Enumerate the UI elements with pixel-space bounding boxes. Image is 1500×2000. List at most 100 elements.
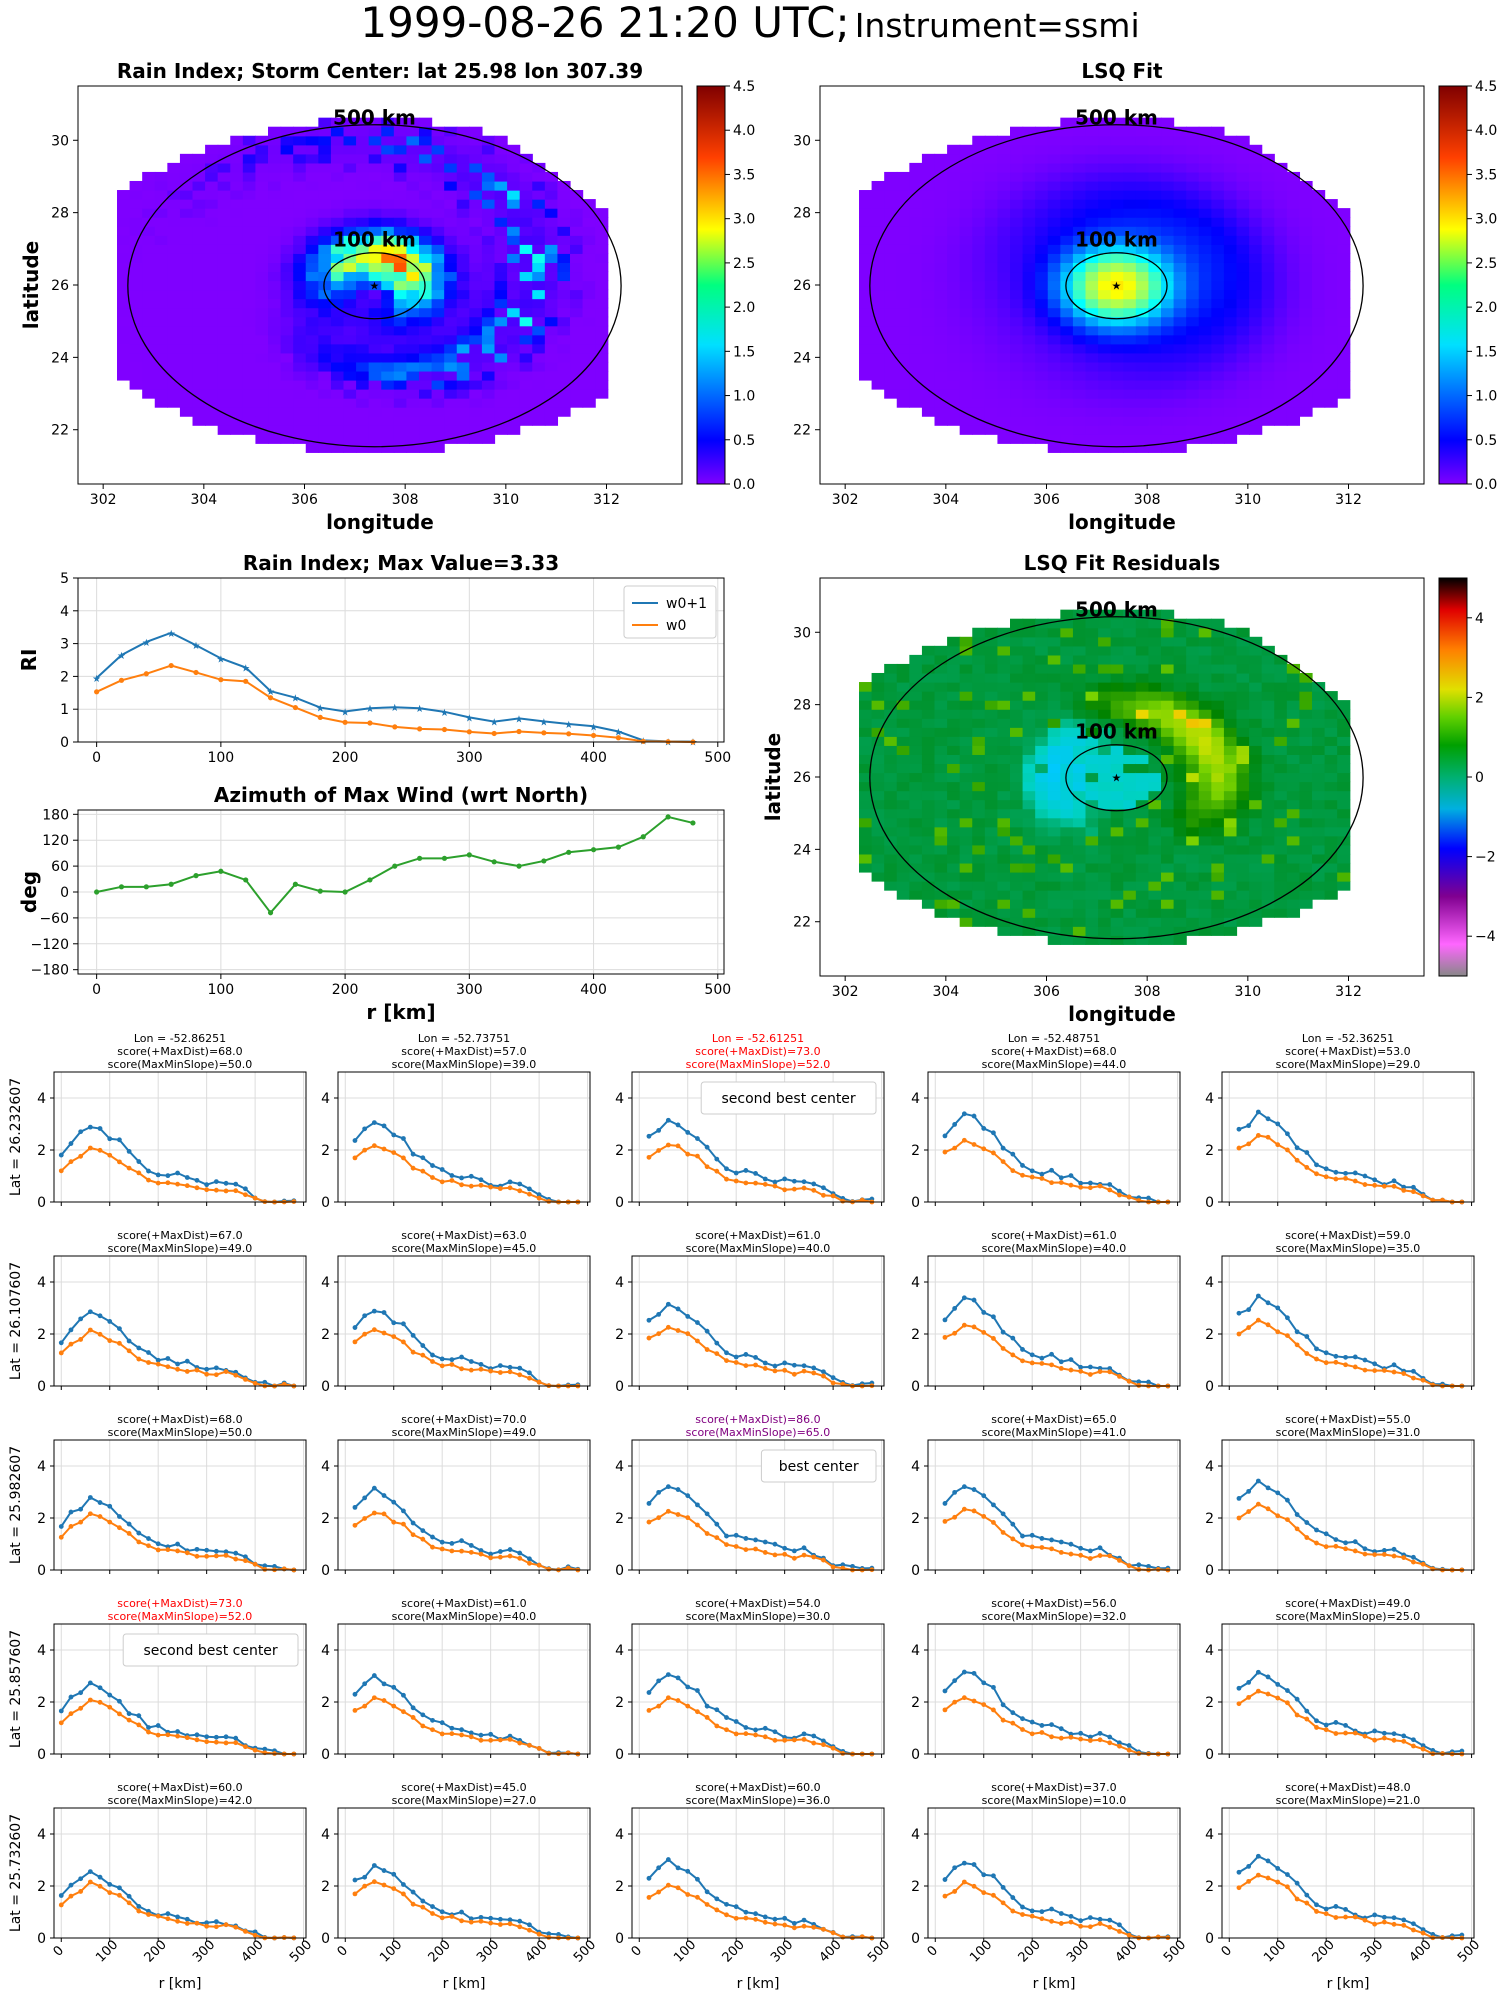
- heatmap-cell: [909, 226, 923, 236]
- heatmap-cell: [1148, 663, 1162, 674]
- heatmap-cell: [368, 235, 382, 245]
- heatmap-cell: [1110, 180, 1124, 191]
- heatmap-cell: [419, 352, 433, 363]
- heatmap-cell: [481, 171, 496, 182]
- heatmap-cell: [1085, 871, 1099, 882]
- heatmap-cell: [959, 190, 973, 200]
- data-point: [1246, 1325, 1252, 1330]
- heatmap-cell: [896, 881, 910, 891]
- heatmap-cell: [1085, 352, 1099, 363]
- heatmap-cell: [481, 244, 496, 254]
- heatmap-cell: [859, 718, 873, 728]
- heatmap-cell: [330, 361, 345, 372]
- heatmap-cell: [959, 361, 973, 372]
- heatmap-cell: [1135, 826, 1150, 837]
- heatmap-cell: [1110, 618, 1124, 629]
- heatmap-cell: [532, 407, 546, 417]
- heatmap-cell: [1286, 871, 1301, 882]
- heatmap-cell: [959, 853, 973, 864]
- heatmap-cell: [1135, 808, 1150, 819]
- heatmap-cell: [129, 208, 143, 218]
- heatmap-cell: [1022, 636, 1036, 647]
- heatmap-cell: [1085, 262, 1099, 273]
- heatmap-cell: [419, 144, 433, 155]
- heatmap-cell: [1286, 754, 1301, 765]
- heatmap-cell: [1161, 881, 1175, 891]
- data-point: [439, 1539, 445, 1545]
- heatmap-cell: [179, 153, 194, 164]
- heatmap-cell: [972, 700, 986, 710]
- heatmap-cell: [934, 343, 948, 354]
- heatmap-cell: [1337, 244, 1351, 254]
- heatmap-cell: [192, 244, 206, 254]
- data-point: [1411, 1368, 1416, 1374]
- heatmap-cell: [356, 280, 370, 291]
- heatmap-cell: [1035, 709, 1049, 719]
- heatmap-cell: [909, 162, 923, 173]
- heatmap-cell: [419, 262, 433, 273]
- heatmap-cell: [1161, 672, 1175, 683]
- heatmap-cell: [1022, 926, 1036, 936]
- heatmap-cell: [1060, 772, 1074, 783]
- heatmap-cell: [1060, 908, 1074, 918]
- heatmap-cell: [1173, 745, 1187, 755]
- heatmap-cell: [494, 379, 508, 390]
- heatmap-cell: [1186, 899, 1200, 909]
- data-point: [1058, 1359, 1064, 1365]
- heatmap-cell: [1110, 389, 1124, 399]
- heatmap-cell: [884, 180, 898, 191]
- heatmap-cell: [1123, 745, 1137, 755]
- heatmap-cell: [884, 700, 898, 710]
- heatmap-cell: [1110, 908, 1124, 918]
- heatmap-cell: [1072, 763, 1087, 774]
- data-point: [1068, 1357, 1074, 1362]
- heatmap-cell: [330, 253, 345, 263]
- data-point: [1126, 1194, 1132, 1200]
- heatmap-cell: [1223, 190, 1238, 200]
- heatmap-cell: [1135, 844, 1150, 855]
- heatmap-cell: [268, 407, 282, 417]
- heatmap-cell: [884, 226, 898, 236]
- heatmap-cell: [343, 352, 357, 363]
- data-point: [1146, 1379, 1151, 1385]
- heatmap-cell: [1148, 627, 1162, 638]
- heatmap-cell: [1312, 682, 1326, 692]
- heatmap-cell: [519, 199, 533, 209]
- heatmap-cell: [456, 253, 470, 263]
- heatmap-cell: [293, 235, 307, 245]
- heatmap-cell: [1236, 899, 1250, 909]
- heatmap-cell: [1123, 271, 1137, 282]
- heatmap-cell: [859, 253, 873, 263]
- y-tick-label: 2: [615, 1327, 624, 1343]
- heatmap-cell: [1173, 153, 1187, 164]
- heatmap-cell: [1110, 379, 1124, 390]
- title-instrument: Instrument=ssmi: [854, 6, 1140, 45]
- heatmap-cell: [984, 691, 999, 701]
- heatmap-cell: [1286, 271, 1301, 282]
- heatmap-cell: [1211, 407, 1225, 417]
- heatmap-cell: [1098, 672, 1112, 683]
- heatmap-cell: [343, 235, 357, 245]
- heatmap-cell: [444, 226, 458, 236]
- heatmap-cell: [469, 253, 483, 263]
- heatmap-cell: [1249, 379, 1263, 390]
- heatmap-cell: [959, 672, 973, 683]
- heatmap-cell: [1249, 171, 1263, 182]
- heatmap-cell: [1047, 244, 1061, 254]
- heatmap-cell: [997, 926, 1011, 936]
- heatmap-cell: [909, 235, 923, 245]
- heatmap-cell: [595, 217, 609, 227]
- heatmap-cell: [1098, 144, 1112, 155]
- heatmap-cell: [469, 217, 483, 227]
- heatmap-cell: [1249, 370, 1263, 381]
- heatmap-cell: [570, 334, 584, 345]
- data-point: [675, 1306, 681, 1312]
- heatmap-cell: [192, 235, 206, 245]
- heatmap-cell: [217, 162, 231, 173]
- heatmap-cell: [356, 144, 370, 155]
- data-point: [58, 1168, 64, 1174]
- heatmap-cell: [997, 289, 1011, 300]
- heatmap-cell: [1010, 908, 1024, 918]
